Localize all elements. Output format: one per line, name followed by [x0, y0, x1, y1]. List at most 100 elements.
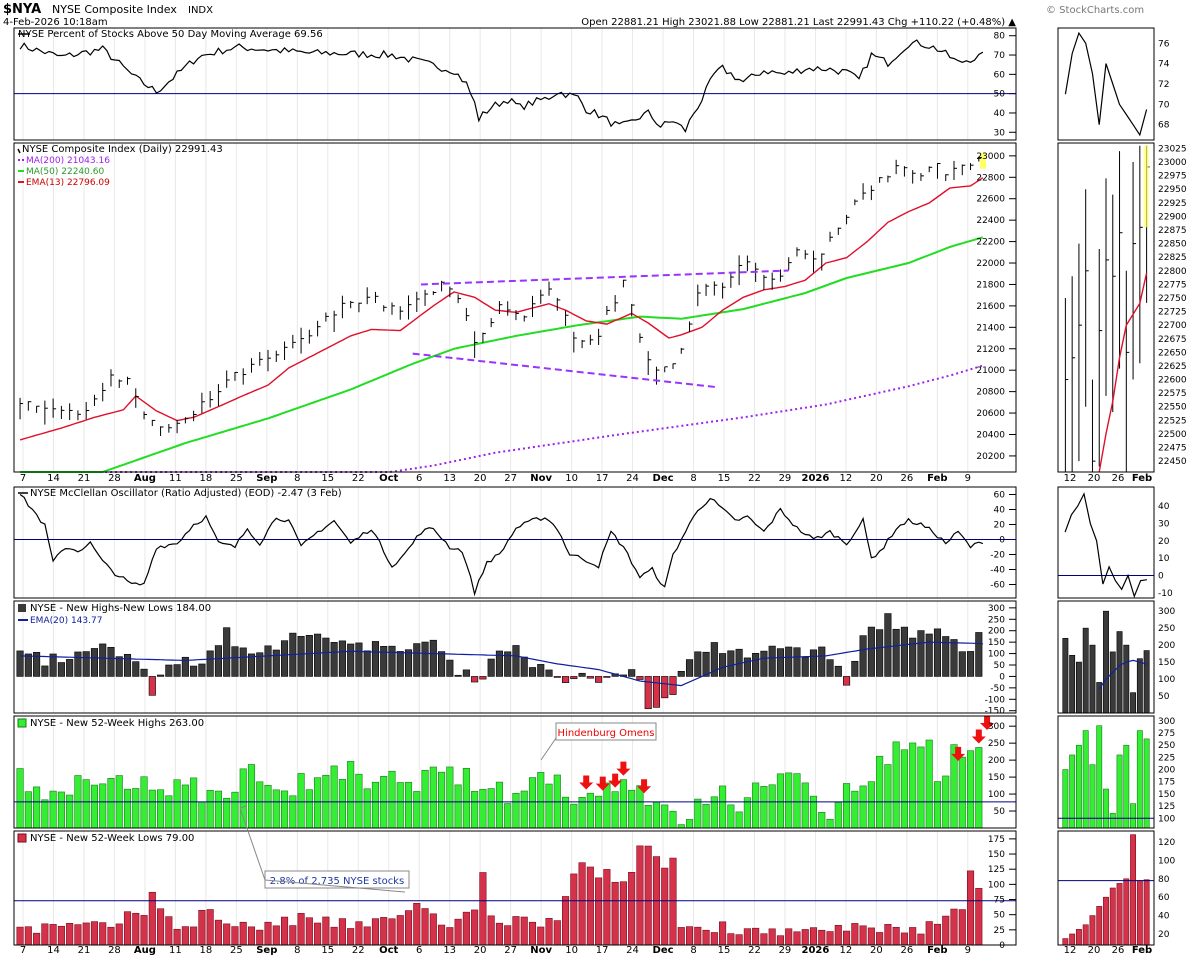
zoom-x-tick-label: 26 [1112, 473, 1125, 484]
new-lows-bar [247, 926, 256, 946]
x-tick-label: 20 [870, 945, 883, 956]
nhnl-bar [570, 676, 578, 680]
nhnl-bar [272, 649, 280, 677]
zoom-y-tick-label: 22975 [1158, 172, 1187, 182]
nhnl-bar [545, 669, 553, 677]
nhnl-bar [471, 676, 479, 683]
panel-frame [13, 142, 1017, 473]
new-highs-bar [892, 741, 900, 829]
x-tick-label: 7 [20, 945, 26, 956]
zoom-y-tick-label: 20 [1158, 537, 1170, 547]
new-highs-bar [438, 771, 446, 829]
x-tick-label: 28 [108, 473, 121, 484]
new-lows-bar [49, 924, 57, 946]
new-highs-bar [768, 784, 776, 829]
new-highs-bar [355, 773, 363, 829]
new-highs-bar [272, 789, 280, 829]
new-highs-bar [57, 791, 65, 829]
nhnl-bar [760, 650, 768, 677]
new-highs-bar [512, 792, 520, 829]
y-tick-label: 150 [988, 850, 1005, 860]
nhnl-bar [371, 641, 380, 677]
new-highs-bar [49, 790, 57, 829]
new-lows-bar [809, 927, 818, 946]
new-highs-bar [644, 805, 652, 829]
new-highs-bar [388, 770, 396, 829]
nhnl-bar [537, 664, 545, 677]
new-lows-bar [776, 935, 784, 946]
new-highs-bar [570, 803, 578, 829]
y-tick-label: 22000 [976, 259, 1005, 269]
nhnl-bar [966, 651, 975, 677]
new-lows-bar [99, 922, 107, 946]
zoom-new-highs-bar [1069, 754, 1076, 829]
new-highs-bar [99, 783, 107, 829]
zoom-new-highs-bar [1075, 744, 1082, 829]
zoom-panel-frame [1057, 27, 1155, 141]
legend-ma200: MA(200) 21043.16 [26, 156, 110, 166]
zoom-x-tick-label: 20 [1088, 473, 1101, 484]
new-lows-bar [421, 908, 429, 946]
new-lows-bar [867, 927, 875, 946]
new-lows-bar [272, 925, 280, 946]
new-highs-bar [719, 785, 727, 829]
new-highs-bar [917, 746, 925, 829]
nhnl-bar [603, 676, 611, 678]
nhnl-bar [933, 628, 942, 677]
x-tick-label: 9 [965, 945, 971, 956]
x-tick-label: 2026 [801, 945, 829, 956]
new-lows-bar [710, 932, 718, 946]
new-lows-bar [289, 925, 297, 946]
new-highs-bar [595, 795, 603, 829]
nhnl-bar [99, 643, 107, 677]
zoom-new-lows-bar [1143, 879, 1150, 946]
new-highs-bar [280, 790, 289, 829]
new-highs-bar [462, 768, 470, 829]
panel-pct50-title: NYSE Percent of Stocks Above 50 Day Movi… [18, 29, 323, 40]
new-lows-bar [314, 922, 322, 946]
nhnl-bar [892, 628, 900, 677]
hindenburg-arrow [579, 775, 594, 790]
new-lows-bar [801, 929, 809, 946]
x-tick-label: 22 [352, 945, 365, 956]
nhnl-bar [82, 651, 90, 677]
x-tick-label: Dec [653, 945, 674, 956]
new-highs-bar [785, 772, 793, 829]
x-tick-label: 17 [596, 945, 609, 956]
nhnl-bar [264, 645, 272, 677]
new-lows-bar [669, 857, 677, 946]
new-highs-bar [454, 784, 462, 829]
new-lows-bar [586, 866, 594, 946]
new-lows-bar [909, 927, 917, 946]
new-highs-bar [801, 782, 809, 829]
new-lows-bar [404, 910, 413, 946]
nhnl-bar [322, 637, 330, 677]
new-highs-bar [190, 777, 198, 829]
new-highs-bar [429, 766, 437, 829]
new-lows-bar [107, 926, 115, 946]
hindenburg-arrow [608, 773, 623, 788]
new-lows-bar [115, 923, 123, 946]
zoom-new-highs-bar [1062, 769, 1069, 829]
new-highs-bar [611, 791, 619, 829]
new-lows-bar [206, 909, 214, 946]
new-highs-bar [165, 795, 173, 829]
x-tick-label: 22 [352, 473, 365, 484]
new-highs-bar [338, 779, 346, 829]
zoom-x-tick-label: 12 [1064, 945, 1077, 956]
new-highs-bar [851, 790, 859, 829]
legend-ma50: MA(50) 22240.60 [26, 167, 104, 177]
new-highs-bar [495, 781, 503, 829]
nhnl-bar [595, 676, 603, 683]
x-tick-label: 12 [840, 945, 853, 956]
y-tick-label: 20 [994, 521, 1006, 531]
zoom-y-tick-label: 120 [1158, 838, 1175, 848]
nhnl-bar [859, 635, 867, 677]
new-highs-bar [776, 773, 784, 829]
new-lows-bar [363, 926, 371, 946]
zoom-new-lows-bar [1069, 933, 1076, 946]
ma200-line [20, 364, 984, 473]
new-highs-bar [404, 781, 413, 829]
zoom-nhnl-bar [1116, 631, 1123, 714]
